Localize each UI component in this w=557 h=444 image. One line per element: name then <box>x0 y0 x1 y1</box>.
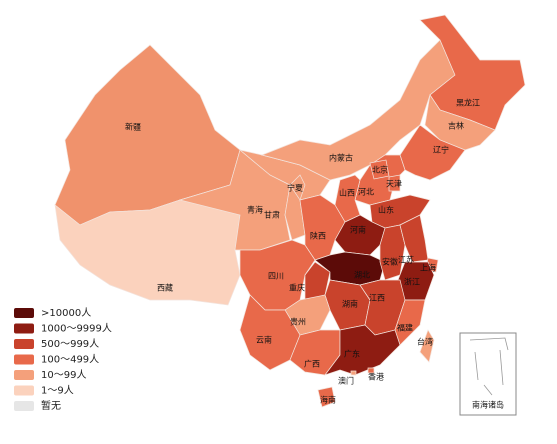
region-label: 海南 <box>320 395 336 405</box>
region-label: 山西 <box>339 188 355 198</box>
region-label: 陕西 <box>310 231 326 241</box>
region-label: 天津 <box>386 179 402 189</box>
region-label: 江西 <box>369 294 385 303</box>
regions <box>54 14 526 408</box>
region-label: 安徽 <box>382 257 398 267</box>
legend-swatch <box>14 354 34 365</box>
inset-box <box>459 332 517 416</box>
region-label: 新疆 <box>125 122 141 132</box>
legend-swatch <box>14 323 34 334</box>
region <box>350 370 357 376</box>
region <box>367 367 375 374</box>
region-label: 西藏 <box>157 283 173 293</box>
region-label: 四川 <box>268 272 284 281</box>
region-label: 香港 <box>368 372 384 382</box>
legend-swatch <box>14 401 34 411</box>
region-label: 广东 <box>344 349 360 359</box>
region <box>299 194 346 261</box>
region <box>289 174 306 201</box>
inset-shape <box>469 337 509 396</box>
region <box>399 124 466 181</box>
region-label: 甘肃 <box>264 210 280 220</box>
region <box>54 184 241 306</box>
region-label: 河南 <box>350 225 366 235</box>
region-label: 黑龙江 <box>456 98 480 108</box>
region-label: 山东 <box>378 205 394 215</box>
legend-label: 10～99人 <box>41 369 86 381</box>
legend-swatch <box>14 385 34 396</box>
region <box>324 324 401 376</box>
legend-swatch <box>14 339 34 349</box>
region <box>369 159 390 180</box>
region-label: 台湾 <box>417 337 433 347</box>
region <box>419 329 435 363</box>
region-label: 澳门 <box>338 376 354 386</box>
region-label: 江苏 <box>398 255 414 265</box>
region <box>379 224 406 281</box>
region-label: 云南 <box>256 335 272 345</box>
region-label: 内蒙古 <box>329 153 353 163</box>
region-label: 吉林 <box>448 121 464 131</box>
inset-label: 南海诸岛 <box>472 400 504 410</box>
region <box>388 174 401 192</box>
region-label: 贵州 <box>290 317 306 327</box>
region-label: 重庆 <box>289 283 305 293</box>
region-label: 福建 <box>397 323 413 333</box>
region-label: 广西 <box>304 359 320 369</box>
region-label: 湖南 <box>342 299 358 309</box>
legend-label: >10000人 <box>41 307 91 319</box>
region-label: 青海 <box>247 205 263 215</box>
legend-label: 1000～9999人 <box>41 323 112 335</box>
region-label: 辽宁 <box>433 145 449 155</box>
region-label: 北京 <box>372 165 388 175</box>
region-label: 湖北 <box>354 271 370 280</box>
region-label: 宁夏 <box>287 183 303 193</box>
legend-label: 暂无 <box>41 400 61 412</box>
region-label: 浙江 <box>404 277 420 287</box>
legend-label: 100～499人 <box>41 354 99 366</box>
legend-swatch <box>14 370 34 380</box>
legend-label: 500～999人 <box>41 338 99 350</box>
legend-label: 1～9人 <box>41 385 74 397</box>
region <box>304 261 331 301</box>
region <box>317 386 336 408</box>
region-label: 河北 <box>358 187 374 197</box>
region-label: 上海 <box>420 263 436 273</box>
region <box>424 94 496 151</box>
legend-swatch <box>14 308 34 318</box>
legend: >10000人 1000～9999人 500～999人 100～499人 10～99人 1… <box>14 307 112 412</box>
region <box>239 239 316 311</box>
